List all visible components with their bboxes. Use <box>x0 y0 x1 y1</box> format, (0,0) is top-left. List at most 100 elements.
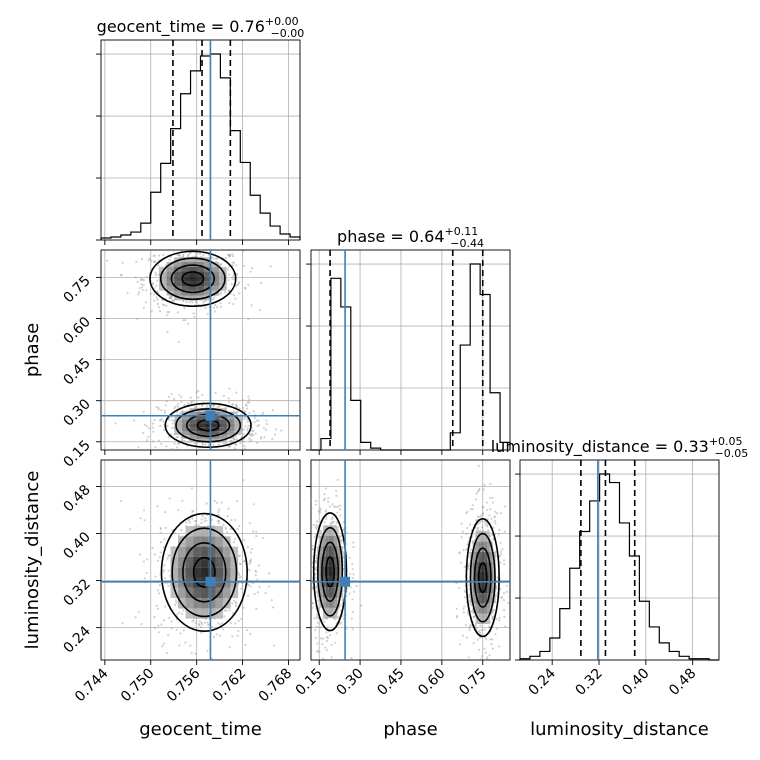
scatter-point <box>455 582 458 585</box>
scatter-point <box>479 657 482 660</box>
scatter-point <box>351 610 355 614</box>
scatter-point <box>220 291 223 294</box>
scatter-point <box>500 596 504 599</box>
scatter-point <box>174 405 177 409</box>
scatter-point <box>152 430 155 433</box>
scatter-point <box>196 252 199 255</box>
scatter-point <box>483 483 486 487</box>
density-cell <box>215 536 224 547</box>
scatter-point <box>152 260 156 263</box>
scatter-point <box>145 571 148 575</box>
scatter-point <box>491 615 494 618</box>
scatter-point <box>173 442 176 445</box>
y-tick-label: 0.30 <box>60 396 93 429</box>
scatter-point <box>236 634 239 637</box>
scatter-point <box>163 538 166 541</box>
scatter-point <box>141 278 144 281</box>
density-cell <box>337 556 341 567</box>
scatter-point <box>248 437 251 440</box>
density-cell <box>223 556 231 568</box>
scatter-point <box>164 605 167 608</box>
scatter-point <box>187 519 190 522</box>
density-cell <box>481 613 485 624</box>
scatter-point <box>222 523 225 526</box>
scatter-point <box>214 391 217 394</box>
density-cell <box>185 577 194 588</box>
contour-line <box>317 526 344 617</box>
density-cell <box>181 257 190 262</box>
scatter-point <box>181 410 184 413</box>
scatter-point <box>211 298 214 301</box>
scatter-point <box>201 514 204 518</box>
scatter-point <box>194 621 197 625</box>
scatter-point <box>488 654 491 657</box>
scatter-point <box>246 629 249 632</box>
scatter-point <box>315 568 318 571</box>
contour-line <box>170 264 216 294</box>
scatter-point <box>153 626 156 629</box>
title-value: geocent_time = 0.76 <box>97 17 265 37</box>
density-cell <box>478 541 482 552</box>
scatter-point <box>490 643 493 646</box>
scatter-point <box>486 656 489 659</box>
scatter-point <box>190 651 193 654</box>
scatter-point <box>212 452 214 454</box>
scatter-point <box>494 522 497 525</box>
scatter-point <box>472 641 475 645</box>
scatter-point <box>162 304 166 307</box>
scatter-point <box>471 508 474 511</box>
density-cell <box>196 434 205 439</box>
density-cell <box>489 551 493 563</box>
density-cell <box>481 531 485 542</box>
scatter-point <box>323 497 327 500</box>
scatter-point <box>146 425 149 428</box>
scatter-point <box>314 572 317 575</box>
scatter-point <box>159 418 162 422</box>
scatter-point <box>321 618 324 621</box>
density-cell <box>178 577 186 588</box>
title-minus-error: −0.00 <box>271 27 305 40</box>
scatter-point <box>171 422 174 425</box>
scatter-point <box>480 514 483 517</box>
scatter-point <box>222 394 226 397</box>
density-cell <box>223 577 231 588</box>
scatter-point <box>234 297 237 300</box>
density-cell <box>189 295 197 301</box>
scatter-point <box>154 273 158 277</box>
scatter-point <box>252 503 255 506</box>
scatter-point <box>329 522 332 525</box>
scatter-point <box>335 521 339 524</box>
scatter-point <box>262 426 266 429</box>
scatter-point <box>216 449 218 450</box>
scatter-point <box>114 422 117 425</box>
density-cell <box>320 587 323 598</box>
scatter-point <box>241 398 244 401</box>
scatter-point <box>216 455 218 457</box>
scatter-point <box>340 621 343 624</box>
density-cell <box>234 423 242 428</box>
scatter-point <box>213 499 216 502</box>
scatter-point <box>142 431 145 435</box>
scatter-point <box>206 312 209 316</box>
density-cell <box>322 556 326 567</box>
scatter-point <box>272 644 276 647</box>
scatter-point <box>247 583 250 586</box>
contour-line <box>473 547 492 608</box>
density-cell <box>181 276 190 282</box>
scatter-point <box>223 291 227 294</box>
scatter-point <box>242 246 244 248</box>
scatter-point <box>224 526 227 529</box>
density-cell <box>193 546 201 557</box>
scatter-point <box>185 451 187 453</box>
scatter-point <box>231 275 235 278</box>
scatter-point <box>155 296 158 299</box>
density-cell <box>196 285 205 291</box>
density-cell <box>484 603 488 614</box>
scatter-point <box>342 528 345 532</box>
density-cell <box>223 587 231 599</box>
scatter-point <box>238 281 241 284</box>
density-cell <box>481 541 485 552</box>
scatter-point <box>194 652 197 655</box>
scatter-point <box>191 451 193 453</box>
scatter-point <box>242 428 246 431</box>
